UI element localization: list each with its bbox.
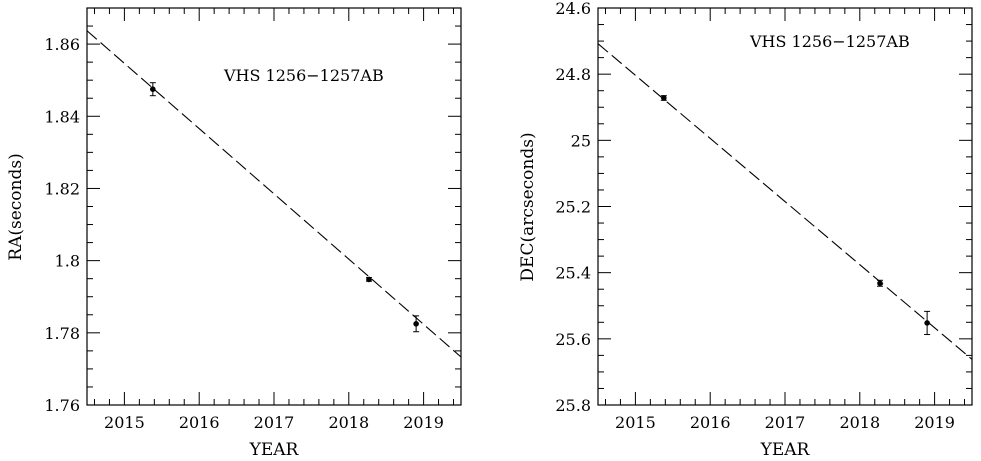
dec-y-tick-label: 25.6 (555, 330, 591, 349)
dec-y-tick-label: 24.6 (555, 0, 591, 18)
dec-y-axis-label: DEC(arcseconds) (518, 132, 538, 281)
dec-x-tick-label: 2016 (690, 413, 731, 432)
ra-x-tick-label: 2015 (104, 413, 145, 432)
ra-fit-line (86, 30, 462, 358)
dec-data-point (924, 320, 930, 326)
ra-panel: 2015 2016 2017 2018 2019 1.76 1.78 1.8 1.82 1.84… (6, 7, 462, 460)
ra-x-tick-label: 2018 (328, 413, 369, 432)
dec-x-axis-label: YEAR (760, 440, 811, 460)
ra-y-tick-label: 1.86 (44, 35, 80, 54)
ra-y-axis-label: RA(seconds) (6, 153, 26, 260)
ra-y-tick-label: 1.78 (44, 324, 80, 343)
ra-data-points (149, 82, 420, 333)
dec-x-tick-label: 2019 (914, 413, 955, 432)
ra-x-axis-label: YEAR (249, 440, 300, 460)
dec-y-tick-label: 25.4 (555, 264, 591, 283)
dec-data-point (661, 95, 667, 101)
ra-y-tick-label: 1.8 (55, 252, 80, 271)
dec-x-tick-label: 2018 (839, 413, 880, 432)
dec-y-tick-label: 24.8 (555, 65, 591, 84)
dec-y-tick-label: 25.8 (555, 396, 591, 415)
dec-y-tick-label: 25.2 (555, 198, 591, 217)
dec-y-tick-label: 25 (571, 131, 591, 150)
dec-plot-frame (597, 7, 973, 406)
dec-ticks (598, 7, 972, 406)
ra-y-tick-label: 1.84 (44, 107, 80, 126)
dec-x-tick-label: 2017 (765, 413, 806, 432)
dec-panel: 2015 2016 2017 2018 2019 24.624.82525.225.42… (518, 0, 973, 460)
dec-fit-line (597, 43, 973, 360)
dec-x-tick-labels: 2015 2016 2017 2018 2019 (615, 413, 955, 432)
dec-annotation: VHS 1256−1257AB (749, 32, 910, 51)
ra-data-point (366, 276, 372, 283)
dec-data-points (660, 95, 931, 336)
ra-x-tick-label: 2017 (254, 413, 295, 432)
dec-data-point (877, 280, 883, 287)
ra-y-tick-label: 1.76 (44, 396, 80, 415)
ra-x-tick-label: 2016 (179, 413, 220, 432)
ra-x-tick-labels: 2015 2016 2017 2018 2019 (104, 413, 444, 432)
ra-y-tick-label: 1.82 (44, 179, 80, 198)
dec-y-tick-labels: 24.6 24.8 25 25.2 25.4 25.6 25.8 (555, 0, 591, 415)
ra-ticks (87, 7, 461, 406)
ra-data-point (413, 320, 419, 327)
ra-annotation: VHS 1256−1257AB (223, 66, 384, 85)
ra-x-tick-label: 2019 (403, 413, 444, 432)
ra-y-tick-labels: 1.76 1.78 1.8 1.82 1.84 1.86 (44, 35, 80, 415)
dec-x-tick-label: 2015 (615, 413, 656, 432)
ra-data-point (150, 86, 156, 93)
